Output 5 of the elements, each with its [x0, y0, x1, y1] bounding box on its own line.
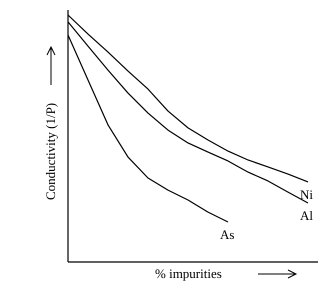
y-axis-title: Conductivity (1/P)	[43, 102, 58, 200]
series-label: Al	[300, 208, 314, 223]
series-label: As	[220, 226, 234, 242]
x-axis-title: % impurities	[155, 266, 222, 281]
series-label: Ni	[300, 186, 314, 202]
